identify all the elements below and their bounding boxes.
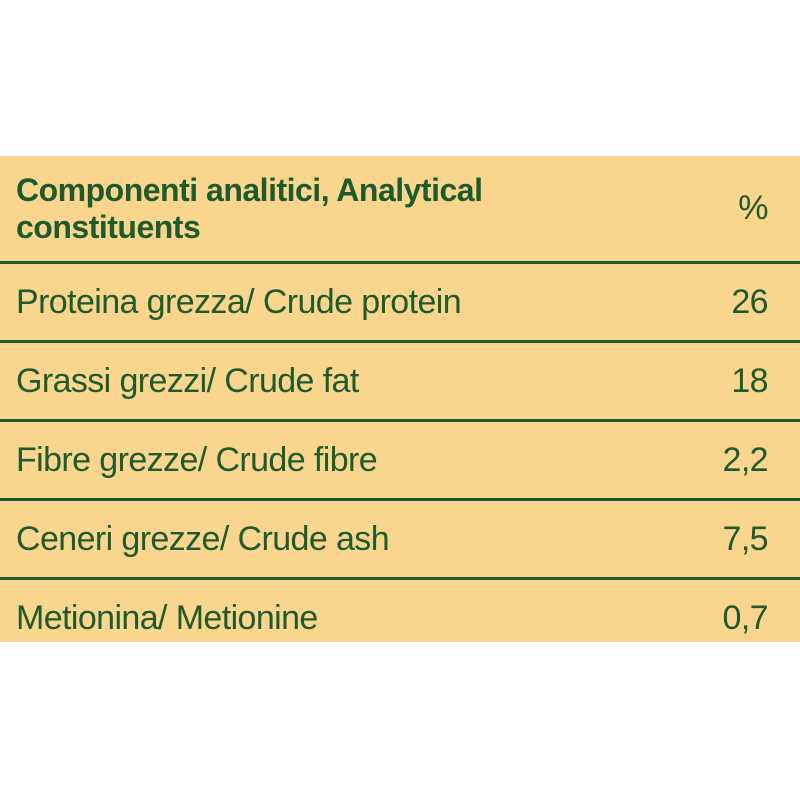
table-row: Grassi grezzi/ Crude fat 18: [0, 343, 800, 421]
header-unit-label: %: [738, 189, 768, 227]
table-row: Fibre grezze/ Crude fibre 2,2: [0, 422, 800, 500]
constituent-value: 18: [731, 361, 768, 400]
constituent-value: 26: [731, 282, 768, 321]
header-constituent-label: Componenti analitici, Analytical constit…: [16, 171, 483, 245]
constituent-name: Ceneri grezze/ Crude ash: [16, 519, 390, 558]
row-divider: [0, 419, 800, 423]
constituent-value: 7,5: [722, 519, 769, 558]
row-divider: [0, 498, 800, 502]
row-divider: [0, 261, 800, 265]
constituent-name: Fibre grezze/ Crude fibre: [16, 440, 378, 479]
table-header-row: Componenti analitici, Analytical constit…: [0, 156, 800, 263]
row-divider: [0, 340, 800, 344]
constituent-value: 2,2: [722, 440, 769, 479]
table-row: Ceneri grezze/ Crude ash 7,5: [0, 501, 800, 579]
analytical-constituents-panel: Componenti analitici, Analytical constit…: [0, 156, 800, 642]
constituent-name: Grassi grezzi/ Crude fat: [16, 361, 359, 400]
row-divider: [0, 577, 800, 581]
constituent-name: Proteina grezza/ Crude protein: [16, 282, 462, 321]
analytical-constituents-table: Componenti analitici, Analytical constit…: [0, 156, 800, 656]
constituent-value: 0,7: [722, 598, 769, 637]
table-row: Metionina/ Metionine 0,7: [0, 580, 800, 656]
constituent-name: Metionina/ Metionine: [16, 598, 318, 637]
table-row: Proteina grezza/ Crude protein 26: [0, 264, 800, 342]
